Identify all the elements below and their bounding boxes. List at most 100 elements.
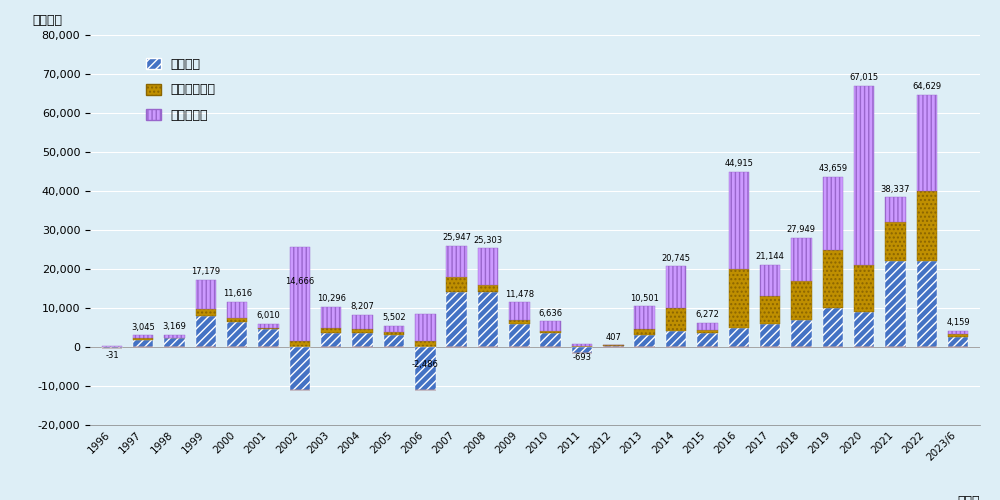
Bar — [760, 264, 780, 296]
Bar — [415, 341, 436, 347]
Bar — [729, 269, 749, 328]
Bar — [666, 332, 686, 347]
Bar — [823, 250, 843, 308]
Bar — [290, 347, 310, 390]
Text: 5,502: 5,502 — [382, 313, 406, 322]
Bar — [258, 330, 279, 347]
Bar — [290, 247, 310, 341]
Bar — [540, 321, 561, 331]
Text: 67,015: 67,015 — [849, 73, 879, 82]
Bar — [227, 322, 247, 347]
Bar — [885, 261, 906, 347]
Text: 6,272: 6,272 — [695, 310, 719, 319]
Bar — [948, 331, 968, 334]
Bar — [729, 172, 749, 269]
Bar — [697, 330, 718, 334]
Text: 14,666: 14,666 — [285, 278, 315, 286]
Text: 20,745: 20,745 — [662, 254, 691, 262]
Text: -31: -31 — [105, 350, 119, 360]
Text: 10,501: 10,501 — [630, 294, 659, 302]
Bar — [415, 347, 436, 390]
Text: 3,045: 3,045 — [131, 322, 155, 332]
Bar — [415, 314, 436, 341]
Text: 8,207: 8,207 — [351, 302, 375, 312]
Text: -2,486: -2,486 — [412, 360, 439, 369]
Bar — [760, 324, 780, 347]
Text: （年）: （年） — [958, 495, 980, 500]
Bar — [666, 308, 686, 332]
Text: 11,478: 11,478 — [505, 290, 534, 298]
Text: （億円）: （億円） — [32, 14, 62, 27]
Text: 6,636: 6,636 — [539, 308, 563, 318]
Bar — [384, 336, 404, 347]
Bar — [290, 341, 310, 347]
Bar — [196, 309, 216, 316]
Bar — [540, 334, 561, 347]
Bar — [885, 198, 906, 222]
Bar — [352, 334, 373, 347]
Text: 43,659: 43,659 — [818, 164, 847, 173]
Bar — [509, 320, 530, 324]
Bar — [885, 222, 906, 261]
Bar — [760, 296, 780, 324]
Bar — [133, 335, 153, 338]
Text: 38,337: 38,337 — [881, 185, 910, 194]
Bar — [697, 334, 718, 347]
Bar — [321, 328, 341, 334]
Legend: 株式資本, 収益の再投資, 負債性資本: 株式資本, 収益の再投資, 負債性資本 — [141, 53, 221, 127]
Text: 21,144: 21,144 — [756, 252, 784, 261]
Bar — [540, 331, 561, 334]
Bar — [917, 95, 937, 191]
Bar — [446, 246, 467, 277]
Bar — [196, 316, 216, 347]
Bar — [478, 292, 498, 347]
Bar — [509, 302, 530, 320]
Bar — [917, 191, 937, 261]
Text: -693: -693 — [573, 353, 592, 362]
Text: 407: 407 — [605, 333, 621, 342]
Bar — [823, 308, 843, 347]
Bar — [948, 334, 968, 337]
Bar — [823, 176, 843, 250]
Bar — [133, 338, 153, 340]
Bar — [258, 324, 279, 328]
Bar — [666, 266, 686, 308]
Bar — [478, 284, 498, 292]
Bar — [164, 334, 185, 338]
Bar — [917, 261, 937, 347]
Bar — [352, 315, 373, 330]
Bar — [227, 318, 247, 322]
Bar — [791, 280, 812, 320]
Bar — [227, 302, 247, 318]
Bar — [634, 330, 655, 336]
Text: 64,629: 64,629 — [912, 82, 941, 92]
Bar — [854, 265, 874, 312]
Bar — [258, 328, 279, 330]
Bar — [102, 347, 122, 348]
Bar — [446, 292, 467, 347]
Text: 17,179: 17,179 — [191, 268, 221, 276]
Bar — [791, 320, 812, 347]
Text: 25,947: 25,947 — [442, 234, 471, 242]
Bar — [854, 86, 874, 265]
Bar — [572, 346, 592, 347]
Bar — [321, 334, 341, 347]
Bar — [634, 306, 655, 330]
Bar — [164, 338, 185, 347]
Bar — [948, 337, 968, 347]
Bar — [321, 307, 341, 328]
Bar — [603, 346, 624, 347]
Bar — [729, 328, 749, 347]
Bar — [133, 340, 153, 347]
Bar — [791, 238, 812, 281]
Bar — [509, 324, 530, 347]
Bar — [196, 280, 216, 309]
Bar — [352, 330, 373, 334]
Text: 27,949: 27,949 — [787, 226, 816, 234]
Bar — [697, 322, 718, 330]
Text: 44,915: 44,915 — [724, 160, 753, 168]
Bar — [478, 248, 498, 284]
Text: 25,303: 25,303 — [473, 236, 503, 245]
Bar — [572, 347, 592, 353]
Bar — [634, 336, 655, 347]
